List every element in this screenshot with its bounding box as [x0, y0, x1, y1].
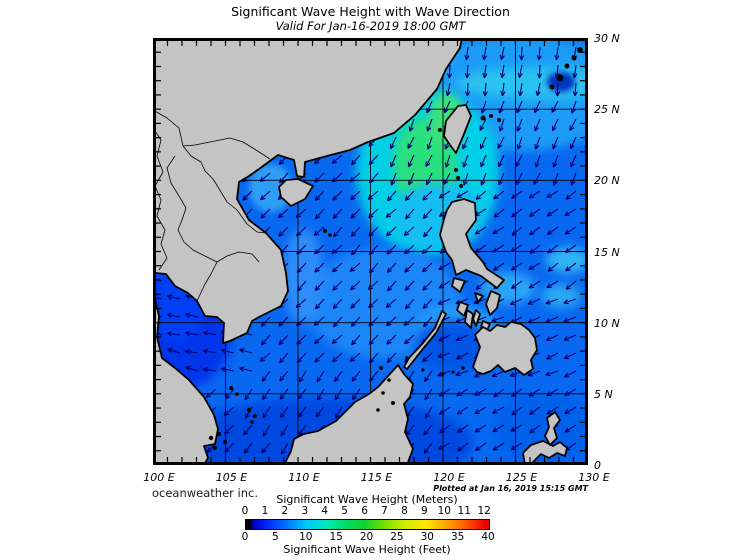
lon-tick-label: 100 E: [143, 471, 175, 484]
colorbar-meters-tick: 0: [241, 505, 249, 517]
lon-tick-label: 125 E: [505, 471, 538, 484]
colorbar-meters-tick: 6: [361, 505, 368, 517]
lon-tick-label: 105 E: [215, 471, 248, 484]
lat-tick-label: 10 N: [594, 316, 620, 330]
lat-tick-label: 0: [594, 459, 601, 472]
colorbar-feet-tick: 10: [299, 531, 313, 543]
credit-text: oceanweather inc.: [152, 486, 259, 500]
lat-tick-label: 15 N: [594, 245, 620, 259]
map-plot-area: [153, 38, 588, 465]
colorbar-meters-tick: 10: [437, 505, 451, 517]
lat-tick-label: 25 N: [594, 103, 620, 117]
map-canvas: [153, 38, 588, 465]
colorbar-feet-tick: 40: [481, 531, 495, 543]
colorbar-feet-tick: 35: [450, 531, 465, 543]
country-borders: [153, 109, 271, 302]
colorbar-feet-tick: 20: [359, 531, 374, 543]
colorbar-meters-tick: 11: [457, 505, 471, 517]
colorbar-meters-tick: 4: [321, 505, 329, 517]
colorbar-meters-tick: 5: [341, 505, 348, 517]
lat-tick-label: 20 N: [594, 174, 620, 188]
plotted-at-timestamp: Plotted at Jan 16, 2019 15:15 GMT: [433, 484, 588, 493]
colorbar-feet-tick: 0: [241, 531, 249, 543]
colorbar-meters-tick: 9: [421, 505, 428, 517]
map-frame: [153, 38, 588, 465]
lon-tick-label: 115 E: [360, 471, 393, 484]
landmasses: [153, 38, 568, 465]
colorbar-title-feet: Significant Wave Height (Feet): [283, 543, 451, 556]
colorbar-feet-tick: 5: [272, 531, 279, 543]
colorbar-meters-tick: 2: [281, 505, 289, 517]
colorbar-gradient: [245, 519, 490, 530]
valid-time-subtitle: Valid For Jan-16-2019 18:00 GMT: [275, 19, 466, 33]
lon-tick-label: 120 E: [433, 471, 465, 484]
small-islands: [208, 47, 583, 451]
lon-tick-label: 110 E: [288, 471, 320, 484]
colorbar-meters-tick: 3: [301, 505, 309, 517]
colorbar-feet-tick: 15: [329, 531, 343, 543]
colorbar-meters-tick: 8: [401, 505, 408, 517]
page-title: Significant Wave Height with Wave Direct…: [231, 4, 510, 19]
colorbar-meters-tick: 7: [381, 505, 388, 517]
lat-tick-label: 30 N: [594, 32, 620, 45]
axis-minor-ticks: [156, 41, 585, 462]
colorbar-title-meters: Significant Wave Height (Meters): [276, 493, 458, 506]
colorbar-feet-tick: 30: [420, 531, 434, 543]
colorbar-meters-tick: 12: [477, 505, 491, 517]
lon-tick-label: 130 E: [578, 471, 610, 484]
lat-tick-label: 5 N: [594, 387, 613, 401]
colorbar-meters-tick: 1: [261, 505, 269, 517]
colorbar-feet-tick: 25: [390, 531, 404, 543]
